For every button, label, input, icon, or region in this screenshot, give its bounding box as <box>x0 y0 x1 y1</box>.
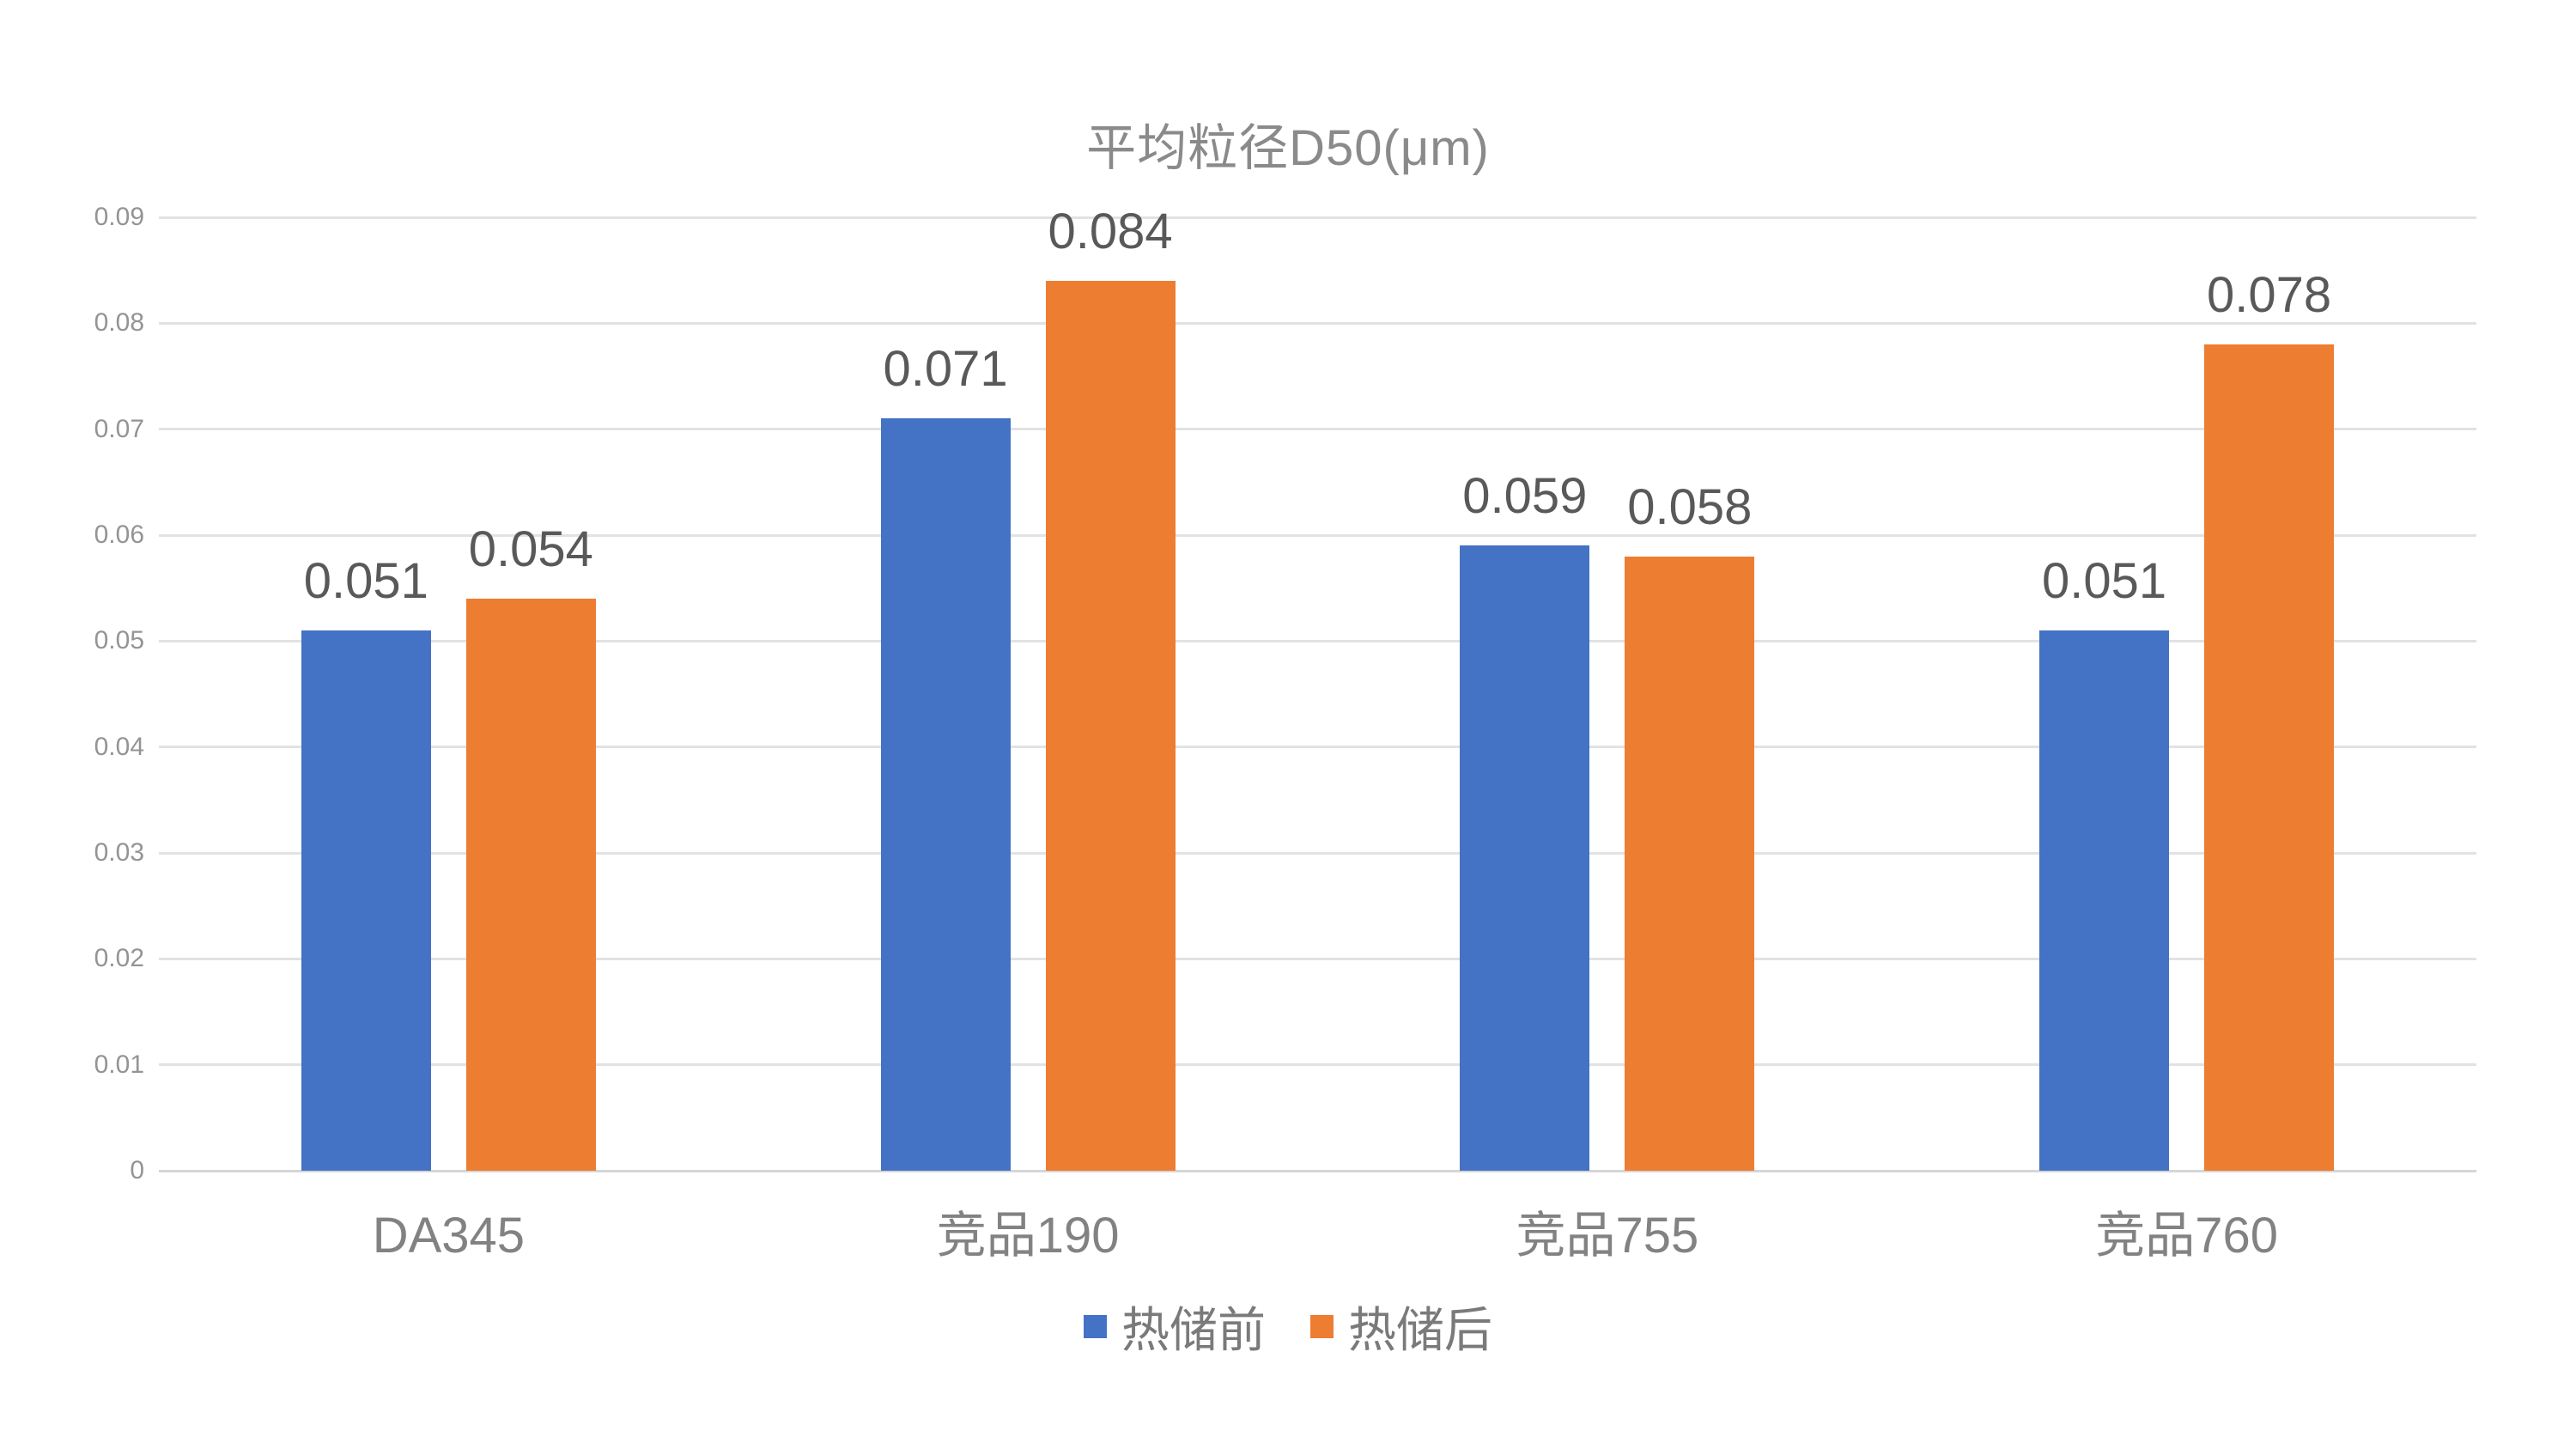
bar-value-label: 0.071 <box>883 341 1008 398</box>
y-axis-tick: 0.06 <box>94 521 144 549</box>
legend-label: 热储前 <box>1121 1302 1266 1357</box>
bar <box>880 418 1011 1171</box>
bar <box>301 630 431 1171</box>
y-axis-tick: 0.07 <box>94 414 144 443</box>
y-axis-tick: 0.03 <box>94 838 144 867</box>
bar <box>465 599 596 1171</box>
bar-value-label: 0.078 <box>2207 267 2332 323</box>
gridline <box>159 428 2476 431</box>
bar-value-label: 0.058 <box>1627 478 1753 535</box>
category-label: 竞品190 <box>936 1208 1120 1263</box>
bar-value-label: 0.054 <box>468 521 593 577</box>
bar <box>2204 344 2335 1171</box>
bar <box>1045 281 1176 1171</box>
bar <box>1460 545 1590 1171</box>
category-label: 竞品760 <box>2095 1208 2279 1263</box>
bar-value-label: 0.051 <box>2042 553 2167 609</box>
gridline <box>159 957 2476 960</box>
legend: 热储前 热储后 <box>0 1297 2576 1357</box>
category-label: DA345 <box>372 1208 526 1263</box>
bar <box>2039 630 2170 1171</box>
y-axis-tick: 0.02 <box>94 944 144 973</box>
legend-swatch <box>1310 1314 1334 1338</box>
gridline <box>159 1063 2476 1067</box>
legend-swatch <box>1084 1314 1107 1338</box>
chart-title: 平均粒径D50(μm) <box>1086 120 1490 176</box>
gridline <box>159 321 2476 325</box>
gridline <box>159 746 2476 749</box>
y-axis-tick: 0 <box>130 1156 144 1184</box>
gridline <box>159 851 2476 855</box>
legend-item: 热储前 <box>1084 1292 1266 1361</box>
y-axis-tick: 0.04 <box>94 732 144 761</box>
y-axis-tick: 0.09 <box>94 203 144 231</box>
bar-value-label: 0.084 <box>1048 204 1173 259</box>
gridline <box>159 216 2476 219</box>
y-axis-tick: 0.01 <box>94 1050 144 1079</box>
gridline <box>159 639 2476 642</box>
gridline <box>159 533 2476 537</box>
bar <box>1625 556 1755 1171</box>
legend-label: 热储后 <box>1348 1302 1492 1357</box>
y-axis-tick: 0.08 <box>94 308 144 338</box>
legend-item: 热储后 <box>1310 1292 1492 1361</box>
category-label: 竞品755 <box>1516 1208 1699 1263</box>
bar-value-label: 0.059 <box>1462 468 1588 525</box>
y-axis-tick: 0.05 <box>94 626 144 655</box>
bar-value-label: 0.051 <box>303 553 428 609</box>
gridline <box>159 1169 2476 1172</box>
